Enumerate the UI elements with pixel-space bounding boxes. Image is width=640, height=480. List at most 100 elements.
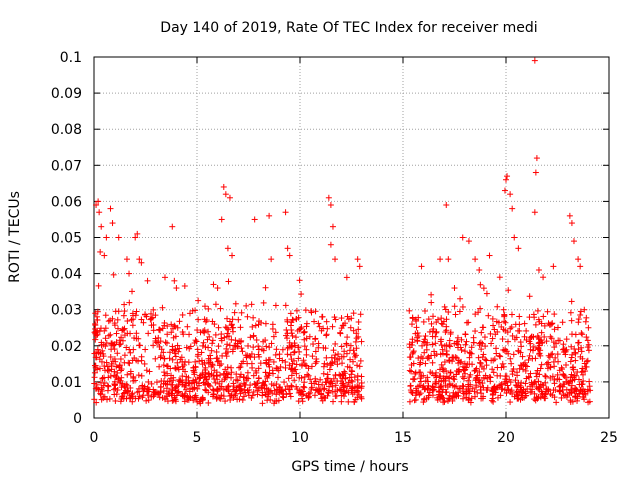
data-point	[355, 333, 362, 340]
data-point	[144, 385, 151, 392]
data-point	[251, 216, 258, 223]
data-point	[357, 311, 364, 318]
data-point	[411, 397, 418, 404]
data-point	[117, 367, 124, 374]
data-point	[507, 355, 514, 362]
data-point	[91, 329, 98, 336]
data-point	[270, 333, 277, 340]
data-point	[229, 348, 236, 355]
data-point	[222, 398, 229, 405]
data-point	[479, 354, 486, 361]
data-point	[128, 316, 135, 323]
data-point	[98, 223, 105, 230]
data-point	[539, 390, 546, 397]
data-point	[438, 361, 445, 368]
data-point	[476, 379, 483, 386]
data-point	[103, 234, 110, 241]
data-point	[549, 373, 556, 380]
data-point	[220, 393, 227, 400]
data-point	[429, 341, 436, 348]
data-point	[320, 344, 327, 351]
data-point	[107, 353, 114, 360]
data-point	[311, 380, 318, 387]
data-point	[419, 342, 426, 349]
data-point	[271, 387, 278, 394]
data-point	[189, 394, 196, 401]
data-point	[244, 313, 251, 320]
data-point	[242, 381, 249, 388]
data-point	[408, 342, 415, 349]
data-point	[240, 393, 247, 400]
data-point	[548, 320, 555, 327]
data-point	[563, 386, 570, 393]
data-point	[358, 395, 365, 402]
data-point	[527, 334, 534, 341]
data-point	[436, 366, 443, 373]
data-point	[409, 336, 416, 343]
data-point	[346, 374, 353, 381]
data-point	[237, 390, 244, 397]
data-point	[150, 306, 157, 313]
data-point	[437, 393, 444, 400]
data-point	[293, 361, 300, 368]
data-point	[287, 310, 294, 317]
data-point	[167, 365, 174, 372]
data-point	[559, 319, 566, 326]
data-point	[225, 278, 232, 285]
data-point	[168, 329, 175, 336]
data-point	[325, 375, 332, 382]
data-point	[195, 297, 202, 304]
data-point	[293, 334, 300, 341]
data-point	[161, 372, 168, 379]
data-point	[228, 336, 235, 343]
data-point	[121, 383, 128, 390]
data-point	[298, 362, 305, 369]
data-point	[330, 347, 337, 354]
data-point	[164, 331, 171, 338]
data-point	[160, 349, 167, 356]
data-point	[247, 334, 254, 341]
data-point	[91, 380, 98, 387]
data-point	[92, 310, 99, 317]
data-point	[123, 344, 130, 351]
data-point	[486, 252, 493, 259]
data-point	[546, 354, 553, 361]
data-point	[118, 374, 125, 381]
y-tick-label: 0.04	[51, 267, 82, 283]
data-point	[413, 324, 420, 331]
data-point	[504, 338, 511, 345]
data-point	[353, 345, 360, 352]
data-point	[250, 372, 257, 379]
data-point	[96, 365, 103, 372]
data-point	[198, 357, 205, 364]
data-point	[535, 334, 542, 341]
data-point	[301, 328, 308, 335]
data-point	[447, 369, 454, 376]
data-point	[576, 381, 583, 388]
data-point	[428, 320, 435, 327]
data-point	[192, 364, 199, 371]
data-point	[329, 359, 336, 366]
data-point	[465, 397, 472, 404]
data-point	[568, 298, 575, 305]
data-point	[408, 368, 415, 375]
data-point	[91, 396, 98, 403]
data-point	[478, 346, 485, 353]
data-point	[323, 354, 330, 361]
data-point	[227, 396, 234, 403]
data-point	[263, 343, 270, 350]
data-point	[570, 238, 577, 245]
data-point	[585, 347, 592, 354]
data-point	[161, 369, 168, 376]
data-point	[554, 351, 561, 358]
data-point	[159, 304, 166, 311]
data-point	[267, 356, 274, 363]
data-point	[270, 382, 277, 389]
data-point	[582, 390, 589, 397]
data-point	[425, 355, 432, 362]
data-point	[465, 396, 472, 403]
plot-frame	[93, 56, 610, 419]
data-point	[223, 333, 230, 340]
data-point	[181, 362, 188, 369]
